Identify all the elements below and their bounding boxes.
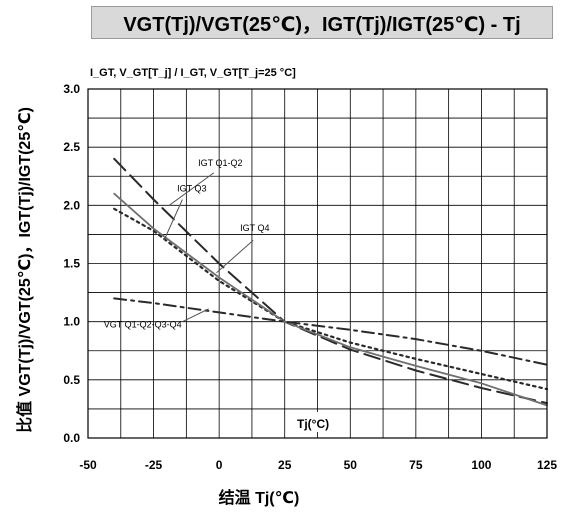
series-label: VGT Q1-Q2-Q3-Q4 bbox=[104, 319, 182, 329]
x-tick-labels: -50 -25 0 25 50 75 100 125 bbox=[79, 458, 557, 472]
series-line bbox=[113, 192, 548, 407]
y-tick-label: 2.0 bbox=[63, 198, 80, 212]
inner-xlabel: Tj(°C) bbox=[297, 417, 329, 431]
x-tick-label: -50 bbox=[79, 458, 97, 472]
chart-title: VGT(Tj)/VGT(25℃)，IGT(Tj)/IGT(25℃) - Tj bbox=[91, 6, 553, 39]
x-tick-label: 125 bbox=[537, 458, 557, 472]
series-labels: IGT Q1-Q2 IGT Q3 IGT Q4 VGT Q1-Q2-Q3-Q4 bbox=[104, 158, 270, 330]
y-tick-label: 2.5 bbox=[63, 140, 80, 154]
y-tick-label: 0.0 bbox=[63, 431, 80, 445]
y-axis-label: 比值 VGT(Tj)/VGT(25℃)，IGT(Tj)/IGT(25℃) bbox=[15, 107, 34, 433]
series-label: IGT Q3 bbox=[177, 183, 206, 193]
chart-title-text: VGT(Tj)/VGT(25℃)，IGT(Tj)/IGT(25℃) - Tj bbox=[123, 14, 521, 36]
y-tick-labels: 0.0 0.5 1.0 1.5 2.0 2.5 3.0 bbox=[63, 82, 80, 445]
y-tick-label: 3.0 bbox=[63, 82, 80, 96]
x-tick-label: 0 bbox=[216, 458, 223, 472]
series-line bbox=[113, 157, 548, 405]
y-tick-label: 1.0 bbox=[63, 315, 80, 329]
label-leader bbox=[216, 239, 254, 274]
x-tick-label: 25 bbox=[278, 458, 292, 472]
axis-header: I_GT, V_GT[T_j] / I_GT, V_GT[T_j=25 °C] bbox=[90, 67, 296, 79]
label-leader bbox=[182, 308, 209, 323]
label-leader bbox=[163, 199, 183, 241]
series-lines bbox=[113, 157, 549, 407]
x-tick-label: 100 bbox=[471, 458, 491, 472]
plot-frame bbox=[87, 88, 548, 439]
y-tick-label: 1.5 bbox=[63, 257, 80, 271]
x-axis-label: 结温 Tj(℃) bbox=[218, 488, 300, 507]
x-tick-label: -25 bbox=[145, 458, 163, 472]
x-tick-label: 50 bbox=[344, 458, 358, 472]
series-line bbox=[113, 207, 549, 391]
series-label: IGT Q1-Q2 bbox=[198, 158, 242, 168]
label-leader bbox=[169, 172, 215, 206]
series-label: IGT Q4 bbox=[240, 223, 269, 233]
y-tick-label: 0.5 bbox=[63, 373, 80, 387]
inner-xlabel-box bbox=[293, 412, 341, 432]
gridlines bbox=[88, 89, 547, 438]
x-tick-label: 75 bbox=[409, 458, 423, 472]
series-line bbox=[113, 297, 548, 366]
